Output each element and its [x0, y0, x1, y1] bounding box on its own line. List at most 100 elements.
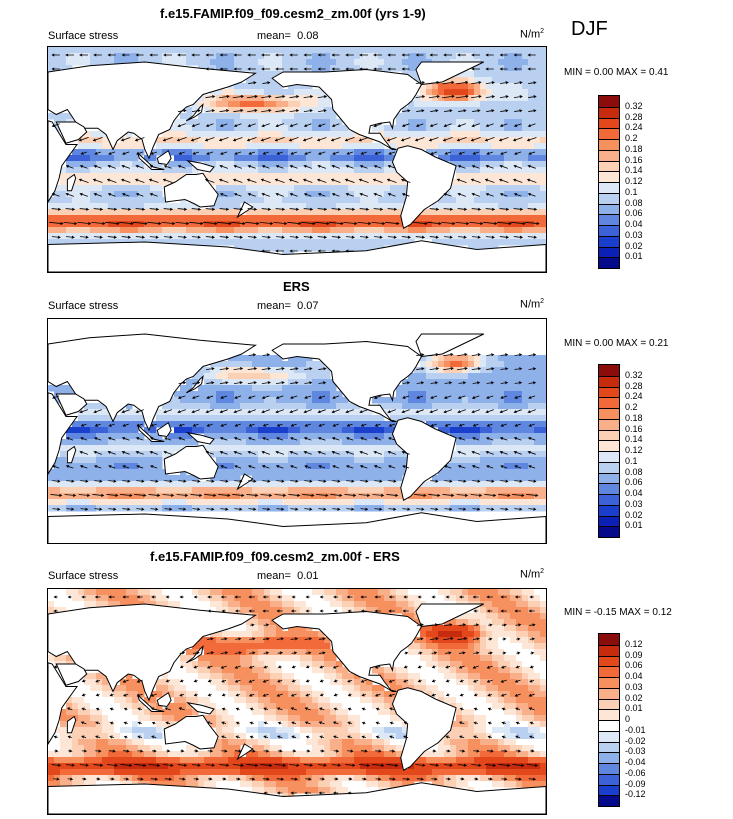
stress-vector-arrow: [121, 409, 130, 414]
stress-cell: [390, 601, 397, 608]
stress-cell: [354, 233, 361, 240]
stress-cell: [534, 179, 541, 186]
stress-cell: [282, 173, 289, 180]
stress-cell: [510, 493, 517, 500]
stress-cell: [258, 373, 265, 380]
stress-cell: [510, 131, 517, 138]
stress-cell: [264, 445, 271, 452]
stress-vector-arrow: [499, 53, 508, 57]
stress-cell: [366, 433, 373, 440]
stress-cell: [336, 415, 343, 422]
stress-cell: [156, 227, 163, 234]
stress-cell: [216, 361, 223, 368]
stress-cell: [180, 119, 187, 126]
stress-cell: [354, 481, 361, 488]
stress-cell: [138, 451, 145, 458]
stress-cell: [72, 59, 79, 66]
stress-cell: [492, 53, 499, 60]
stress-cell: [222, 607, 229, 614]
stress-cell: [342, 433, 349, 440]
stress-cell: [234, 149, 241, 156]
stress-cell: [456, 131, 463, 138]
stress-cell: [348, 203, 355, 210]
stress-cell: [186, 143, 193, 150]
stress-cell: [144, 445, 151, 452]
stress-cell: [450, 427, 457, 434]
stress-vector-arrow: [51, 53, 60, 57]
stress-cell: [174, 595, 181, 602]
stress-cell: [366, 487, 373, 494]
stress-cell: [462, 173, 469, 180]
continent-outline: [415, 61, 484, 86]
stress-cell: [384, 439, 391, 446]
stress-cell: [384, 493, 391, 500]
stress-cell: [366, 409, 373, 416]
stress-cell: [540, 47, 546, 54]
stress-cell: [270, 595, 277, 602]
stress-vector-arrow: [486, 353, 495, 357]
stress-cell: [348, 179, 355, 186]
stress-vector-arrow: [177, 235, 187, 239]
stress-cell: [216, 161, 223, 168]
stress-cell: [222, 451, 229, 458]
stress-vector-arrow: [528, 395, 536, 399]
stress-cell: [66, 487, 73, 494]
stress-cell: [72, 439, 79, 446]
stress-cell: [402, 47, 409, 54]
stress-cell: [210, 487, 217, 494]
stress-cell: [156, 53, 163, 60]
stress-vector-arrow: [444, 479, 453, 483]
stress-cell: [390, 203, 397, 210]
stress-cell: [294, 505, 301, 512]
stress-cell: [246, 77, 253, 84]
stress-cell: [246, 385, 253, 392]
colorbar-tick-label: 0.06: [625, 477, 643, 488]
stress-cell: [54, 589, 61, 596]
stress-cell: [360, 155, 367, 162]
stress-cell: [438, 221, 445, 228]
stress-cell: [486, 215, 493, 222]
stress-cell: [516, 53, 523, 60]
stress-cell: [276, 493, 283, 500]
stress-cell: [300, 53, 307, 60]
stress-vector-arrow: [290, 423, 297, 427]
stress-cell: [174, 475, 181, 482]
stress-cell: [336, 469, 343, 476]
stress-cell: [390, 475, 397, 482]
stress-cell: [264, 451, 271, 458]
stress-cell: [210, 595, 217, 602]
stress-vector-arrow: [93, 465, 102, 469]
stress-cell: [234, 415, 241, 422]
stress-cell: [162, 167, 169, 174]
stress-cell: [306, 499, 313, 506]
stress-cell: [270, 355, 277, 362]
stress-cell: [120, 475, 127, 482]
stress-vector-arrow: [218, 137, 229, 142]
colorbar-box: [599, 408, 619, 419]
stress-cell: [480, 469, 487, 476]
stress-cell: [516, 361, 523, 368]
stress-cell: [294, 445, 301, 452]
stress-cell: [138, 167, 145, 174]
continent-outline: [391, 417, 457, 502]
stress-cell: [540, 65, 546, 72]
stress-cell: [462, 385, 469, 392]
continent-outline: [66, 445, 77, 464]
stress-cell: [354, 65, 361, 72]
stress-cell: [468, 487, 475, 494]
stress-cell: [462, 595, 469, 602]
stress-cell: [282, 487, 289, 494]
stress-cell: [336, 227, 343, 234]
stress-cell: [168, 595, 175, 602]
stress-cell: [108, 227, 115, 234]
stress-cell: [534, 47, 541, 54]
stress-cell: [300, 463, 307, 470]
stress-cell: [420, 505, 427, 512]
stress-cell: [276, 499, 283, 506]
stress-vector-arrow: [456, 178, 467, 183]
stress-cell: [252, 197, 259, 204]
stress-cell: [258, 89, 265, 96]
stress-cell: [348, 131, 355, 138]
stress-cell: [246, 197, 253, 204]
stress-cell: [354, 143, 361, 150]
